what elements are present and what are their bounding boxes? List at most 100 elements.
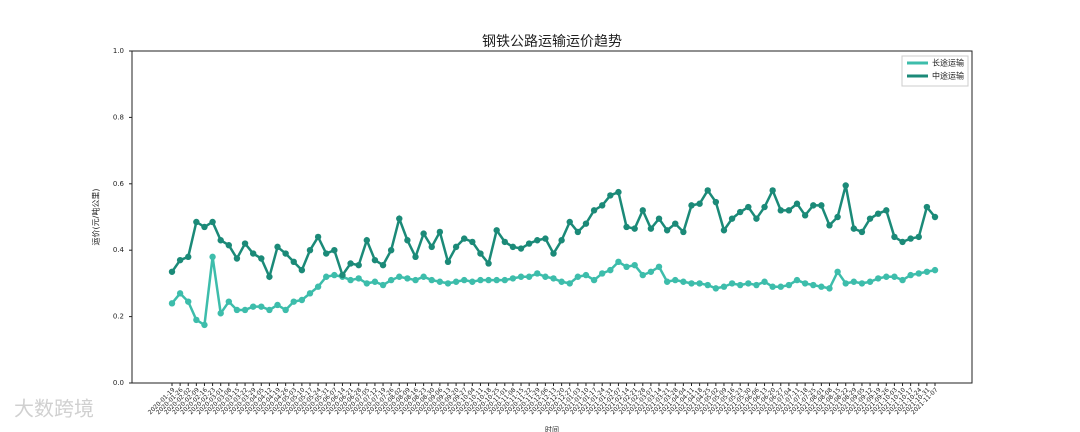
point — [420, 273, 427, 280]
point — [542, 273, 549, 280]
series-line — [171, 256, 936, 327]
point — [712, 198, 720, 206]
point — [696, 280, 703, 287]
point — [282, 250, 289, 257]
plot-frame — [131, 50, 973, 384]
point — [323, 273, 330, 280]
point — [339, 271, 346, 279]
point — [907, 271, 914, 279]
point — [534, 237, 541, 244]
point — [574, 228, 582, 236]
point — [355, 261, 362, 269]
point — [525, 273, 533, 280]
point — [899, 276, 906, 284]
point — [525, 240, 533, 247]
point — [436, 278, 444, 285]
point — [899, 238, 906, 246]
point — [371, 278, 379, 285]
point — [842, 182, 849, 189]
point — [469, 238, 476, 246]
point — [493, 227, 500, 234]
point — [923, 203, 931, 211]
point — [891, 273, 898, 280]
point — [396, 273, 403, 280]
point — [761, 203, 768, 211]
point — [461, 235, 468, 242]
point — [436, 228, 444, 236]
point — [493, 276, 500, 284]
point — [842, 280, 849, 287]
point — [387, 276, 395, 284]
y-tick-label: 0.2 — [113, 313, 124, 321]
legend-label: 长途运输 — [932, 58, 964, 68]
point — [590, 276, 598, 284]
point — [461, 276, 468, 284]
point — [761, 278, 768, 285]
point — [866, 215, 874, 222]
point — [874, 210, 882, 217]
point — [298, 266, 306, 274]
point — [785, 281, 793, 289]
y-tick-label: 0.4 — [113, 246, 125, 254]
point — [274, 301, 281, 309]
point — [615, 188, 622, 196]
point — [379, 261, 387, 269]
point — [501, 238, 508, 246]
point — [680, 228, 687, 236]
point — [663, 227, 671, 234]
point — [485, 260, 492, 267]
point — [623, 263, 630, 270]
point — [282, 306, 289, 314]
point — [623, 223, 630, 231]
point — [647, 268, 655, 275]
point — [387, 247, 395, 254]
point — [736, 208, 744, 216]
point — [363, 280, 371, 287]
point — [566, 218, 573, 226]
point — [396, 215, 403, 222]
point — [915, 233, 922, 241]
watermark: 大数跨境 — [14, 397, 94, 421]
point — [582, 271, 590, 279]
point — [647, 225, 655, 232]
point — [176, 256, 184, 264]
point — [314, 233, 322, 241]
point — [858, 228, 866, 236]
point — [655, 263, 663, 270]
point — [314, 283, 322, 290]
point — [517, 245, 525, 252]
chart-title: 钢铁公路运输运价趋势 — [482, 34, 622, 50]
x-axis-label: 时间 — [545, 425, 559, 432]
y-tick-label: 0.6 — [113, 180, 125, 188]
point — [266, 273, 273, 280]
point — [931, 266, 939, 274]
point — [233, 306, 241, 314]
point — [412, 253, 419, 261]
y-tick-label: 0.0 — [113, 379, 124, 387]
point — [331, 247, 338, 254]
point — [590, 207, 598, 214]
point — [168, 300, 176, 307]
point — [712, 285, 720, 292]
point — [355, 275, 362, 282]
point — [550, 250, 557, 257]
point — [217, 310, 224, 317]
point — [176, 290, 184, 297]
point — [753, 281, 760, 289]
point — [874, 275, 882, 282]
point — [672, 276, 679, 284]
point — [696, 200, 703, 207]
point — [485, 276, 492, 284]
point — [501, 276, 508, 284]
point — [509, 243, 517, 251]
point — [404, 275, 411, 282]
point — [452, 278, 460, 285]
point — [266, 306, 273, 314]
point — [404, 237, 411, 244]
point — [306, 290, 314, 297]
point — [818, 283, 825, 290]
point — [558, 278, 565, 285]
point — [728, 215, 736, 222]
